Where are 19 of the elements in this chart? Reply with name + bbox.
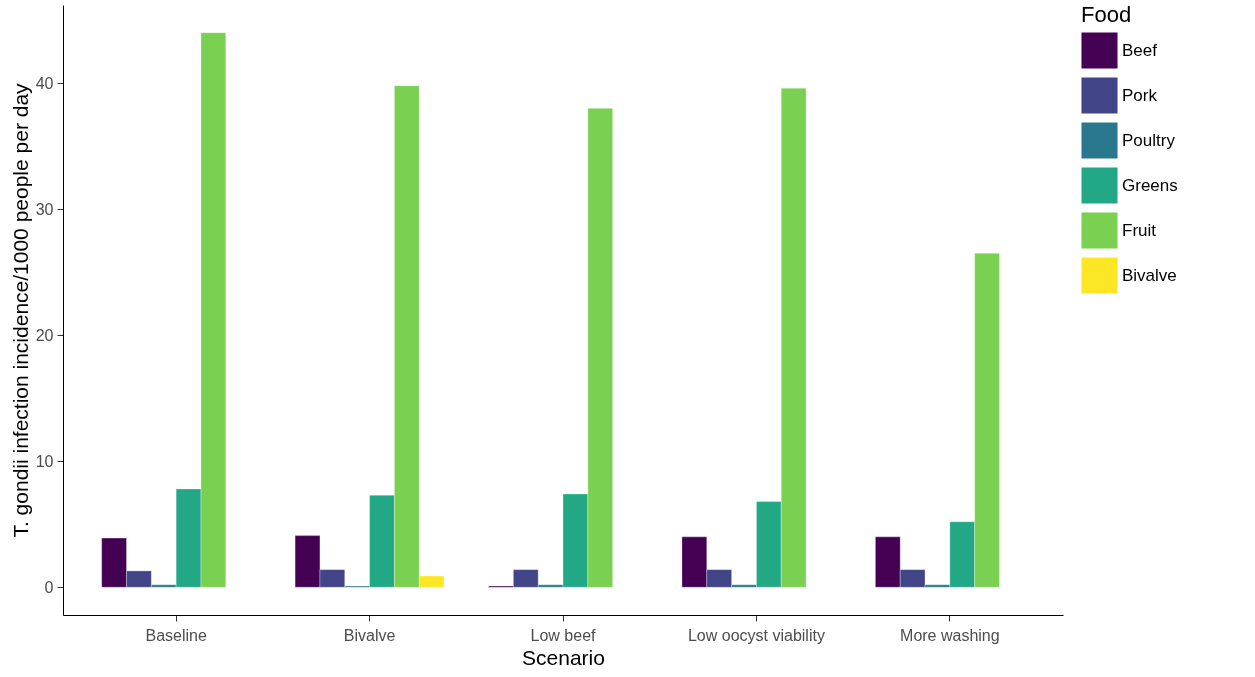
y-tick-label: 40 xyxy=(35,74,54,92)
x-tick-label: Baseline xyxy=(145,626,207,644)
legend-title: Food xyxy=(1081,2,1132,27)
legend-label: Greens xyxy=(1122,175,1178,195)
y-tick-label: 0 xyxy=(44,578,54,596)
x-tick-label: Low oocyst viability xyxy=(687,626,825,644)
x-tick-label: Bivalve xyxy=(343,626,396,644)
legend-label: Beef xyxy=(1122,40,1158,60)
y-axis-title: T. gondii infection incidence/1000 people per day xyxy=(8,82,32,538)
x-tick-label: Low beef xyxy=(530,626,597,644)
x-tick-label: More washing xyxy=(900,626,1000,644)
y-tick-label: 20 xyxy=(35,326,54,344)
legend-label: Fruit xyxy=(1122,220,1157,240)
y-tick-label: 30 xyxy=(35,200,54,218)
legend-label: Bivalve xyxy=(1122,265,1177,285)
x-axis-title: Scenario xyxy=(522,645,605,669)
y-tick-label: 10 xyxy=(35,452,54,470)
legend-label: Pork xyxy=(1122,85,1158,105)
legend-label: Poultry xyxy=(1122,130,1176,150)
